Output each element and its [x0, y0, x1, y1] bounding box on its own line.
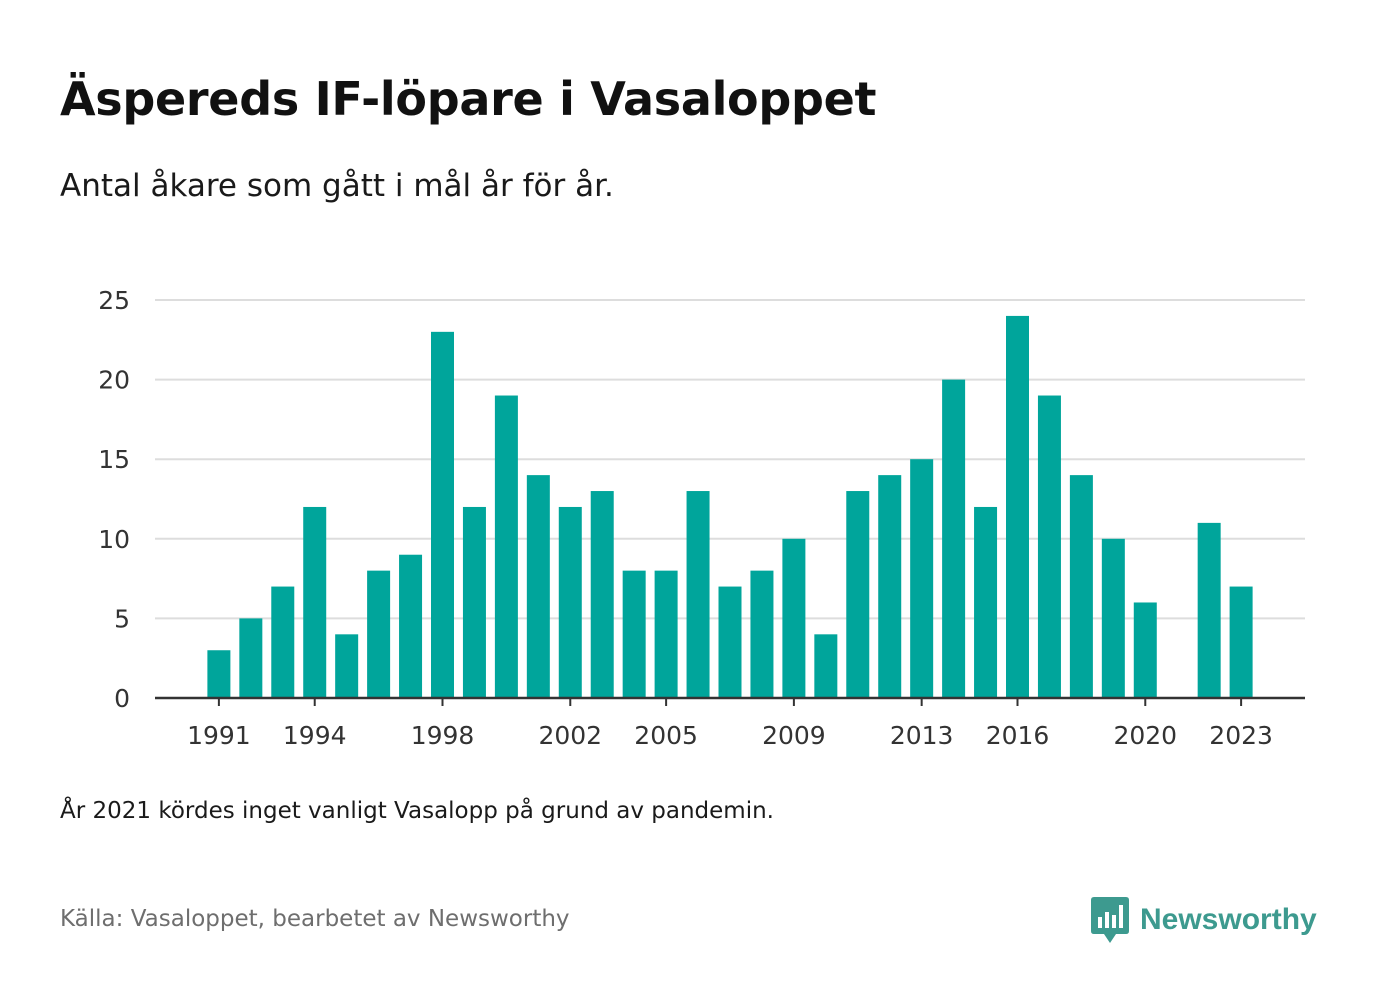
bar-2012 — [878, 475, 902, 698]
bar-2008 — [750, 570, 774, 698]
bar-2005 — [654, 570, 678, 698]
bar-1994 — [303, 506, 327, 698]
bar-1998 — [431, 331, 454, 698]
x-tick-label: 2005 — [634, 721, 698, 750]
bar-2007 — [718, 586, 742, 698]
bar-2015 — [974, 506, 998, 698]
y-tick-label: 5 — [114, 604, 130, 633]
chart-subtitle: Antal åkare som gått i mål år för år. — [60, 168, 614, 204]
bar-1995 — [335, 634, 359, 698]
bar-1993 — [271, 586, 295, 698]
x-tick-label: 1998 — [411, 721, 475, 750]
brand-name: Newsworthy — [1140, 903, 1317, 936]
x-tick-label: 2020 — [1113, 721, 1177, 750]
bar-2003 — [590, 491, 614, 698]
x-tick-label: 1994 — [283, 721, 347, 750]
x-tick-label: 2009 — [762, 721, 826, 750]
bar-1991 — [207, 650, 231, 698]
bar-1992 — [239, 618, 263, 698]
x-tick-label: 1991 — [187, 721, 251, 750]
bar-1999 — [462, 506, 486, 698]
x-tick-label: 2023 — [1209, 721, 1273, 750]
newsworthy-logo: Newsworthy — [1090, 892, 1317, 948]
bar-2014 — [942, 379, 966, 698]
bar-2019 — [1101, 538, 1125, 698]
chart-title: Äspereds IF-löpare i Vasaloppet — [60, 72, 877, 126]
x-axis-ticks: 1991 1994 1998 2002 2005 2009 2013 2016 2020 2023 — [187, 698, 1273, 750]
bar-2022 — [1197, 522, 1221, 698]
y-tick-label: 20 — [98, 366, 130, 395]
x-tick-label: 2002 — [538, 721, 602, 750]
y-axis-ticks: 0 5 10 15 20 25 — [98, 286, 130, 713]
bar-2000 — [494, 395, 518, 698]
y-tick-label: 25 — [98, 286, 130, 315]
bar-1997 — [399, 554, 423, 698]
bar-2002 — [558, 506, 582, 698]
bar-2017 — [1037, 395, 1061, 698]
bar-chart: 0 5 10 15 20 25 1991 1994 1998 2002 2005 2009 2013 2… — [98, 286, 1305, 750]
bar-2004 — [622, 570, 646, 698]
bar-2018 — [1069, 475, 1093, 698]
y-tick-label: 15 — [98, 445, 130, 474]
newsworthy-logo-icon — [1091, 897, 1129, 943]
x-tick-label: 2016 — [986, 721, 1050, 750]
source-text: Källa: Vasaloppet, bearbetet av Newswort… — [60, 906, 570, 932]
bar-2013 — [910, 459, 934, 698]
y-tick-label: 0 — [114, 684, 130, 713]
bars — [207, 315, 1253, 698]
bar-2010 — [814, 634, 838, 698]
bar-2006 — [686, 491, 710, 698]
bar-2020 — [1133, 602, 1157, 698]
gridlines — [155, 299, 1305, 620]
bar-1996 — [367, 570, 391, 698]
bar-2011 — [846, 491, 870, 698]
y-tick-label: 10 — [98, 525, 130, 554]
bar-2023 — [1229, 586, 1253, 698]
x-tick-label: 2013 — [890, 721, 954, 750]
bar-2001 — [526, 475, 550, 698]
bar-2009 — [782, 538, 806, 698]
bar-2016 — [1006, 315, 1029, 698]
chart-note: År 2021 kördes inget vanligt Vasalopp på… — [60, 798, 774, 824]
